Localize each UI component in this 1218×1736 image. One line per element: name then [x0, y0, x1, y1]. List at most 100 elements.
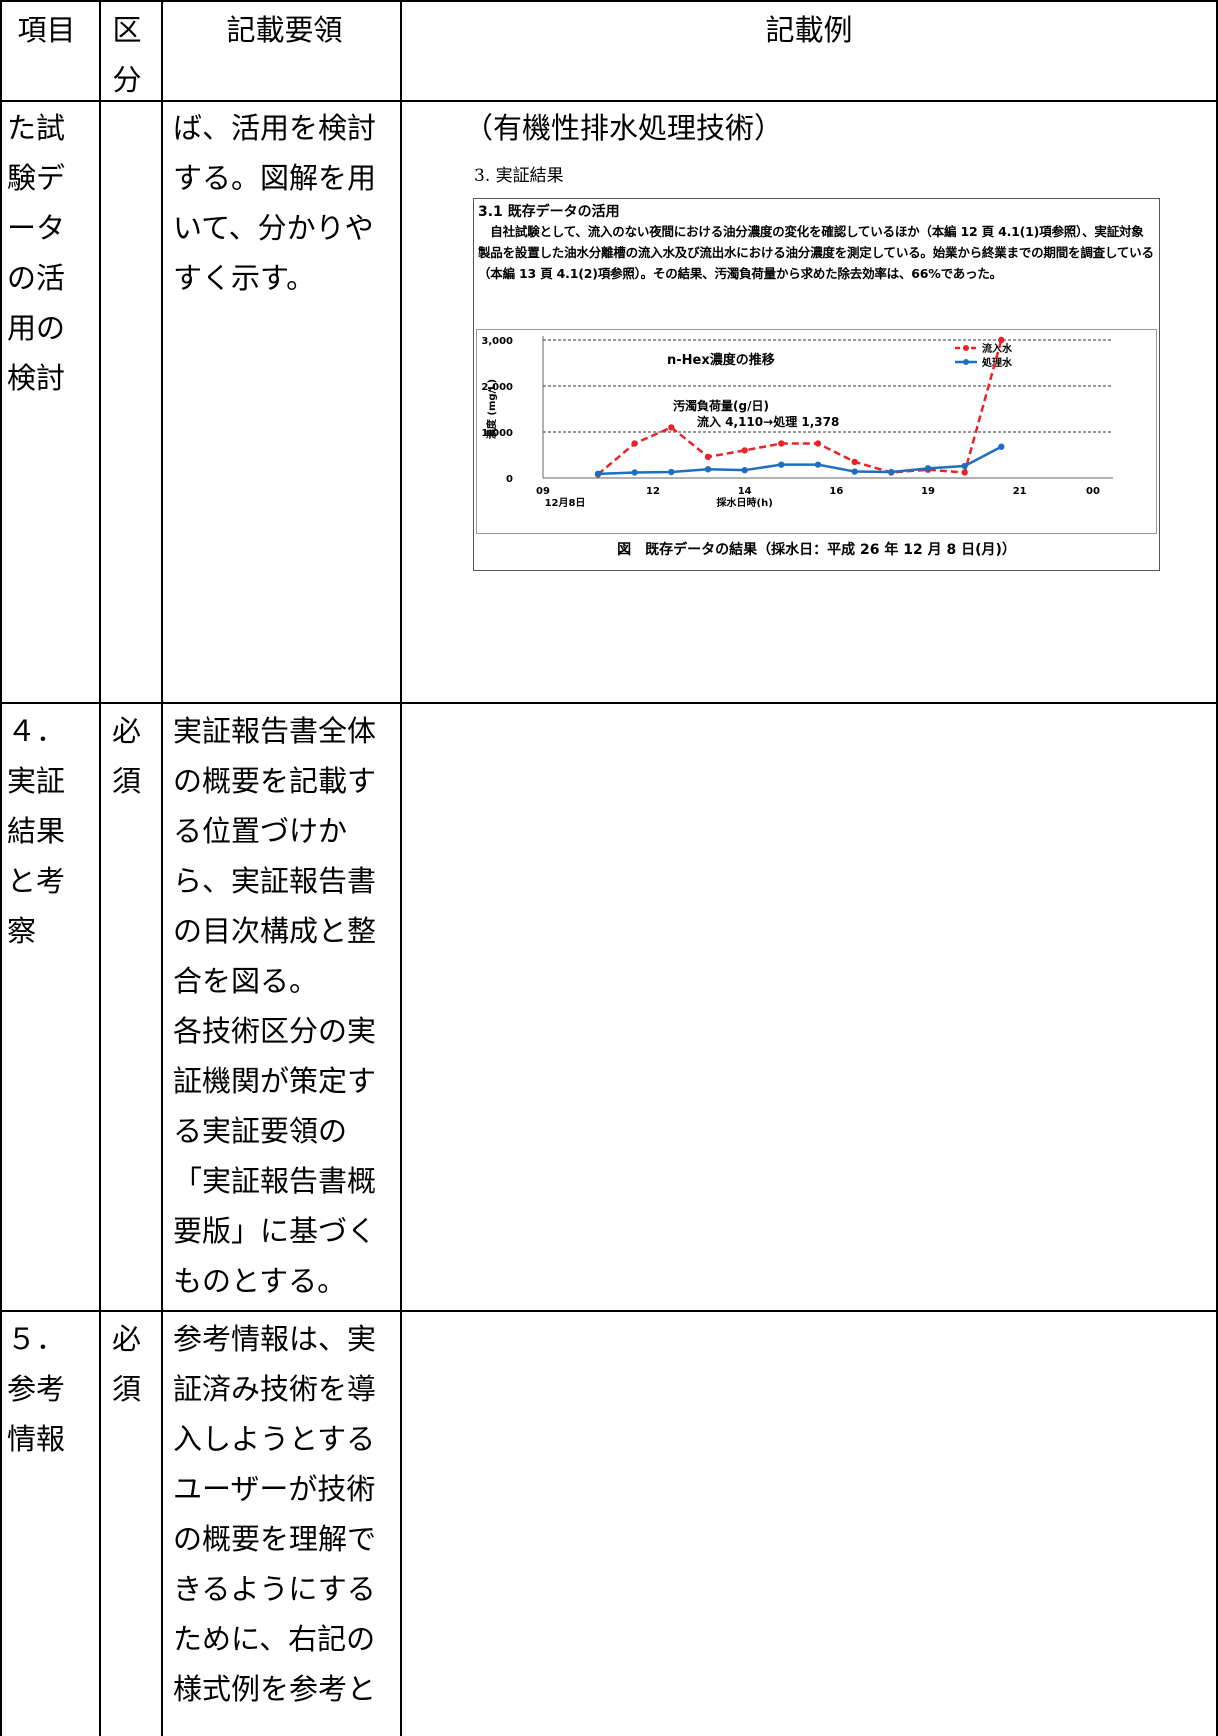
example-box: 3.1 既存データの活用 自社試験として、流入のない夜間における油分濃度の変化を…: [473, 198, 1160, 571]
instruction-line: る位置づけか: [173, 814, 348, 848]
header-example: 記載例: [765, 13, 853, 47]
instruction-line: 証機関が策定す: [173, 1064, 377, 1098]
instruction-line: 合を図る。: [173, 964, 319, 998]
instruction-line: する。図解を用: [173, 161, 377, 195]
item-line: ４．: [7, 714, 66, 748]
instruction-line: ものとする。: [173, 1264, 347, 1298]
header-instructions: 記載要領: [226, 13, 343, 47]
table-border-top: [0, 0, 1218, 2]
legend-marker: [963, 345, 969, 351]
header-category: 区分: [112, 5, 142, 105]
data-point: [741, 447, 748, 454]
instruction-line: ば、活用を検討: [173, 111, 377, 145]
row2-item: ４． 実証 結果 と考察: [7, 706, 65, 956]
data-point: [631, 469, 638, 476]
legend-label: 流入水: [982, 342, 1013, 355]
instruction-line: きるようにする: [173, 1572, 376, 1606]
table-col-divider: [99, 0, 101, 1736]
data-point: [924, 465, 932, 472]
example-section-heading: 3. 実証結果: [474, 166, 564, 186]
chart-annotation: 流入 4,110→処理 1,378: [697, 414, 839, 429]
instruction-line: 実証報告書全体: [173, 714, 377, 748]
series-line-処理水: [597, 445, 1002, 476]
instruction-line: る実証要領の: [173, 1114, 348, 1148]
y-axis-label: 濃度 (mg/L): [485, 379, 498, 439]
data-point: [668, 424, 675, 431]
x-sub-label: 12月8日: [545, 497, 586, 509]
figure-caption: 図 既存データの結果（採水日：平成 26 年 12 月 8 日(月)）: [617, 542, 1016, 558]
instruction-line: すく示す。: [173, 261, 316, 295]
data-point: [851, 458, 858, 466]
y-tick-label: 1,000: [481, 428, 513, 439]
instruction-line: の目次構成と整: [173, 914, 377, 948]
data-point: [814, 440, 822, 447]
legend-marker: [963, 359, 969, 365]
data-point: [778, 440, 785, 447]
row2-instructions: 実証報告書全体 の概要を記載す る位置づけか ら、実証報告書 の目次構成と整 合を図る。各…: [173, 706, 376, 1306]
data-point: [668, 468, 675, 476]
instruction-line: 要版」に基づく: [173, 1214, 377, 1248]
row2-category: 必須: [112, 706, 141, 806]
x-tick-label: 21: [1013, 486, 1027, 497]
table-row-divider: [0, 702, 1218, 704]
item-line: 情報: [7, 1422, 66, 1456]
data-point: [631, 440, 638, 447]
x-tick-label: 16: [829, 486, 843, 497]
data-point: [594, 470, 602, 478]
x-tick-label: 12: [646, 486, 660, 497]
data-point: [961, 469, 968, 476]
item-line: ータ: [7, 211, 66, 245]
data-point: [961, 462, 968, 470]
row1-instructions: ば、活用を検討 する。図解を用 いて、分かりや すく示す。: [173, 103, 376, 303]
legend-label: 処理水: [981, 356, 1013, 369]
table-col-divider: [161, 0, 163, 1736]
instruction-line: いて、分かりや: [173, 211, 374, 245]
box-paragraph: 自社試験として、流入のない夜間における油分濃度の変化を確認しているほか（本編 1…: [478, 224, 1154, 281]
y-tick-label: 2,000: [481, 382, 513, 393]
instruction-line: 各技術区分の実: [173, 1014, 377, 1048]
category-line: 須: [112, 764, 142, 798]
item-line: の活: [7, 261, 66, 295]
table-border-right: [1216, 0, 1218, 1736]
instruction-line: ユーザーが技術: [173, 1472, 376, 1506]
x-axis-label: 採水日時(h): [717, 496, 773, 509]
chart-frame: 0 1,000 2,000 3,000 濃度 (mg/L) 09 12 14 16 19 21 00 1…: [476, 329, 1157, 534]
category-line: 須: [112, 1372, 142, 1406]
item-line: と考: [7, 864, 66, 898]
box-heading: 3.1 既存データの活用: [478, 204, 620, 220]
table-row-divider: [0, 100, 1218, 102]
item-line: ５．: [7, 1322, 66, 1356]
item-line: 結果: [7, 814, 66, 848]
x-tick-label: 00: [1086, 486, 1100, 497]
category-line: 必: [112, 714, 142, 748]
table-border-left: [0, 0, 2, 1736]
series-line-流入水: [597, 339, 1003, 476]
category-line: 必: [112, 1322, 142, 1356]
row1-item: た試 験デ ータ の活 用の 検討: [7, 103, 65, 403]
instruction-line: の概要を理解で: [173, 1522, 377, 1556]
item-line: た試: [7, 111, 66, 145]
row3-instructions: 参考情報は、実 証済み技術を導 入しようとする ユーザーが技術 の概要を理解で きるように…: [173, 1314, 376, 1714]
item-line: 験デ: [7, 161, 66, 195]
instruction-line: ために、右記の: [173, 1622, 376, 1656]
instruction-line: ら、実証報告書: [173, 864, 377, 898]
item-line: 察: [7, 914, 37, 948]
data-point: [851, 468, 858, 475]
item-line: 検討: [7, 361, 66, 395]
header-category-line: 分: [112, 63, 142, 97]
concentration-chart: 0 1,000 2,000 3,000 濃度 (mg/L) 09 12 14 16 19 21 00 1…: [481, 336, 1113, 509]
x-tick-label: 19: [921, 486, 935, 497]
data-point: [704, 466, 712, 473]
data-point: [814, 461, 822, 468]
item-line: 参考: [7, 1372, 66, 1406]
x-tick-label: 14: [738, 486, 752, 497]
y-tick-label: 0: [506, 474, 513, 485]
row3-category: 必須: [112, 1314, 141, 1414]
chart-annotation: 汚濁負荷量(g/日): [673, 398, 769, 413]
header-category-line: 区: [112, 13, 142, 47]
x-tick-label: 09: [536, 486, 550, 497]
data-point: [888, 468, 895, 476]
data-point: [778, 461, 785, 468]
data-point: [998, 336, 1005, 344]
